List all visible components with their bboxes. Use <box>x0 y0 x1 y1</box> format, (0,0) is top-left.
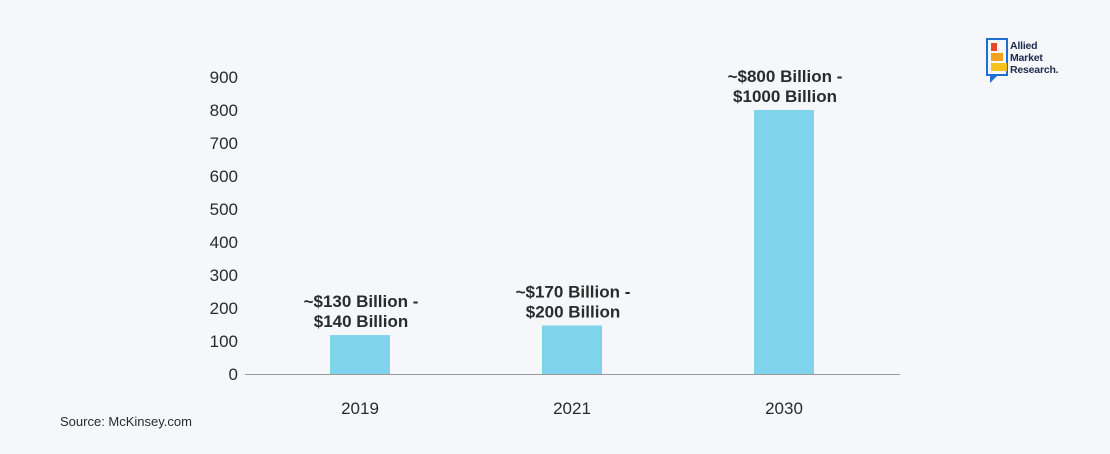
y-tick-label: 300 <box>210 266 238 285</box>
logo-wordmark: Allied Market Research. <box>1010 40 1059 76</box>
bar-data-label: ~$130 Billion - <box>304 292 419 311</box>
bar-2030 <box>754 110 814 374</box>
x-tick-label: 2019 <box>341 399 379 418</box>
bar-data-labels: ~$130 Billion -$140 Billion ~$170 Billion… <box>304 67 843 331</box>
y-tick-label: 200 <box>210 299 238 318</box>
y-axis-ticks: 0 100 200 300 400 500 600 700 800 900 <box>210 68 238 384</box>
bar-data-label: $140 Billion <box>314 312 408 331</box>
y-tick-label: 700 <box>210 134 238 153</box>
x-axis-ticks: 2019 2021 2030 <box>341 399 803 418</box>
y-tick-label: 500 <box>210 200 238 219</box>
bars <box>330 110 814 374</box>
y-tick-label: 800 <box>210 101 238 120</box>
bar-2021 <box>542 325 602 374</box>
y-tick-label: 900 <box>210 68 238 87</box>
y-tick-label: 0 <box>229 365 238 384</box>
x-tick-label: 2030 <box>765 399 803 418</box>
company-logo: Allied Market Research. <box>986 38 1086 86</box>
logo-icon <box>986 38 1008 83</box>
x-tick-label: 2021 <box>553 399 591 418</box>
y-tick-label: 400 <box>210 233 238 252</box>
y-tick-label: 100 <box>210 332 238 351</box>
logo-line-2: Market <box>1010 52 1043 64</box>
bar-2019 <box>330 335 390 374</box>
bar-data-label: $1000 Billion <box>733 87 837 106</box>
logo-line-1: Allied <box>1010 40 1038 52</box>
bar-data-label: ~$170 Billion - <box>516 282 631 301</box>
bar-data-label: $200 Billion <box>526 302 620 321</box>
bar-data-label: ~$800 Billion - <box>728 67 843 86</box>
source-note: Source: McKinsey.com <box>60 414 192 429</box>
logo-line-3: Research. <box>1010 64 1059 76</box>
y-tick-label: 600 <box>210 167 238 186</box>
